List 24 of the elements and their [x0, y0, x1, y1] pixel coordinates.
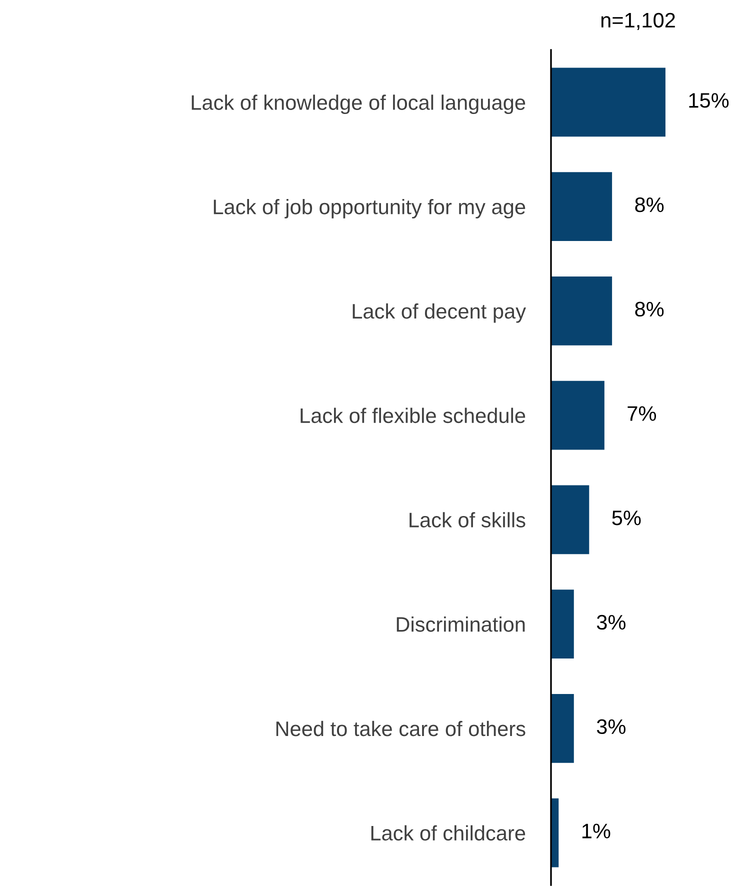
- bar: [551, 68, 666, 137]
- y-tick-label: Need to take care of others: [276, 720, 526, 736]
- data-label: 7%: [628, 406, 656, 421]
- data-label: 3%: [596, 614, 626, 630]
- bar: [551, 590, 574, 659]
- data-label: 8%: [635, 302, 664, 317]
- y-tick-label: Discrimination: [396, 616, 525, 632]
- data-label: 1%: [582, 824, 610, 838]
- y-tick-label: Lack of skills: [410, 512, 526, 528]
- y-tick-label: Lack of job opportunity for my age: [214, 199, 526, 218]
- bar: [551, 172, 612, 242]
- data-label: 15%: [689, 93, 729, 108]
- y-tick-label: Lack of flexible schedule: [300, 408, 526, 424]
- bar: [551, 485, 590, 554]
- data-label: 5%: [612, 510, 641, 526]
- y-tick-label: Lack of childcare: [371, 825, 526, 841]
- data-label: 8%: [635, 197, 664, 212]
- data-label: 3%: [596, 719, 626, 734]
- y-tick-label: Lack of knowledge of local language: [192, 94, 526, 114]
- bar: [551, 276, 612, 346]
- bar: [551, 694, 574, 763]
- bar: [551, 380, 604, 450]
- y-tick-label: Lack of decent pay: [352, 303, 526, 323]
- text: n=1,102: [601, 12, 675, 30]
